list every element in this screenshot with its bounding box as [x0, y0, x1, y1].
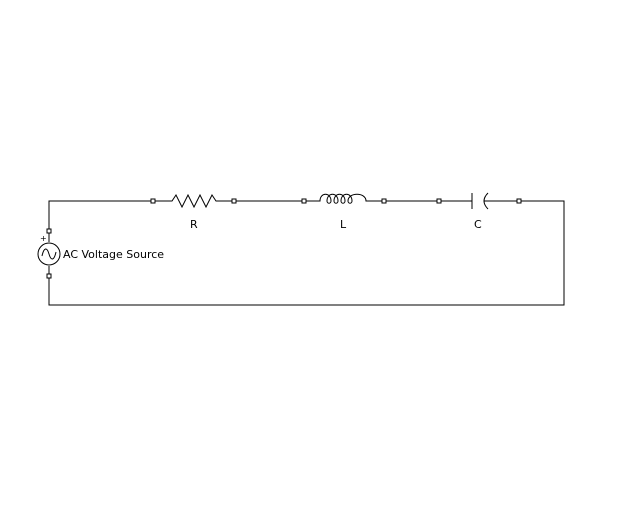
capacitor-port-right[interactable] — [516, 198, 522, 204]
capacitor-port-left[interactable] — [436, 198, 442, 204]
source-port-bottom[interactable] — [46, 273, 52, 279]
wire-capacitor-return — [48, 200, 565, 306]
resistor-port-right[interactable] — [231, 198, 237, 204]
resistor[interactable]: R — [150, 193, 237, 231]
resistor-label: R — [190, 218, 198, 231]
resistor-port-left[interactable] — [150, 198, 156, 204]
inductor-label: L — [340, 218, 347, 231]
inductor[interactable]: L — [301, 193, 387, 231]
capacitor-label: C — [474, 218, 482, 231]
wire-source-to-resistor — [48, 200, 151, 229]
source-plus-sign: + — [40, 234, 47, 243]
capacitor[interactable]: C — [436, 192, 522, 231]
source-label: AC Voltage Source — [63, 248, 164, 261]
resistor-zigzag-icon — [155, 193, 232, 209]
ac-voltage-source[interactable]: + AC Voltage Source — [37, 228, 164, 279]
inductor-port-left[interactable] — [301, 198, 307, 204]
inductor-port-right[interactable] — [381, 198, 387, 204]
wires — [48, 200, 565, 306]
inductor-coil-icon — [306, 193, 382, 204]
source-port-top[interactable] — [46, 228, 52, 234]
ac-sine-icon — [41, 248, 57, 260]
